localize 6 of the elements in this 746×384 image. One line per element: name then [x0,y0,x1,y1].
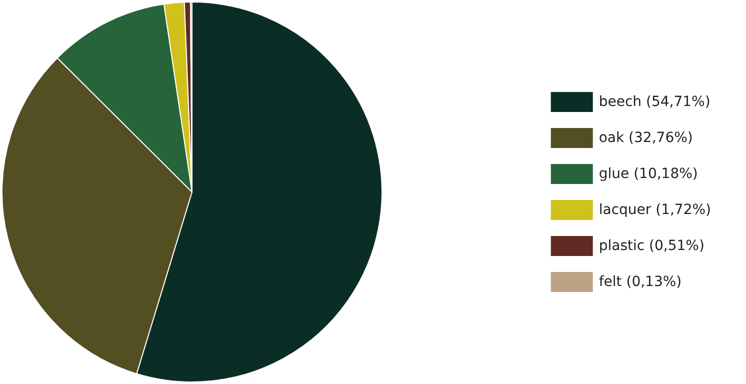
legend-label: felt (0,13%) [598,274,682,290]
legend-label: glue (10,18%) [598,166,698,182]
legend-label: beech (54,71%) [598,94,710,110]
legend-label: oak (32,76%) [598,130,693,146]
legend-label: lacquer (1,72%) [598,202,712,218]
legend-label: plastic (0,51%) [598,238,704,254]
